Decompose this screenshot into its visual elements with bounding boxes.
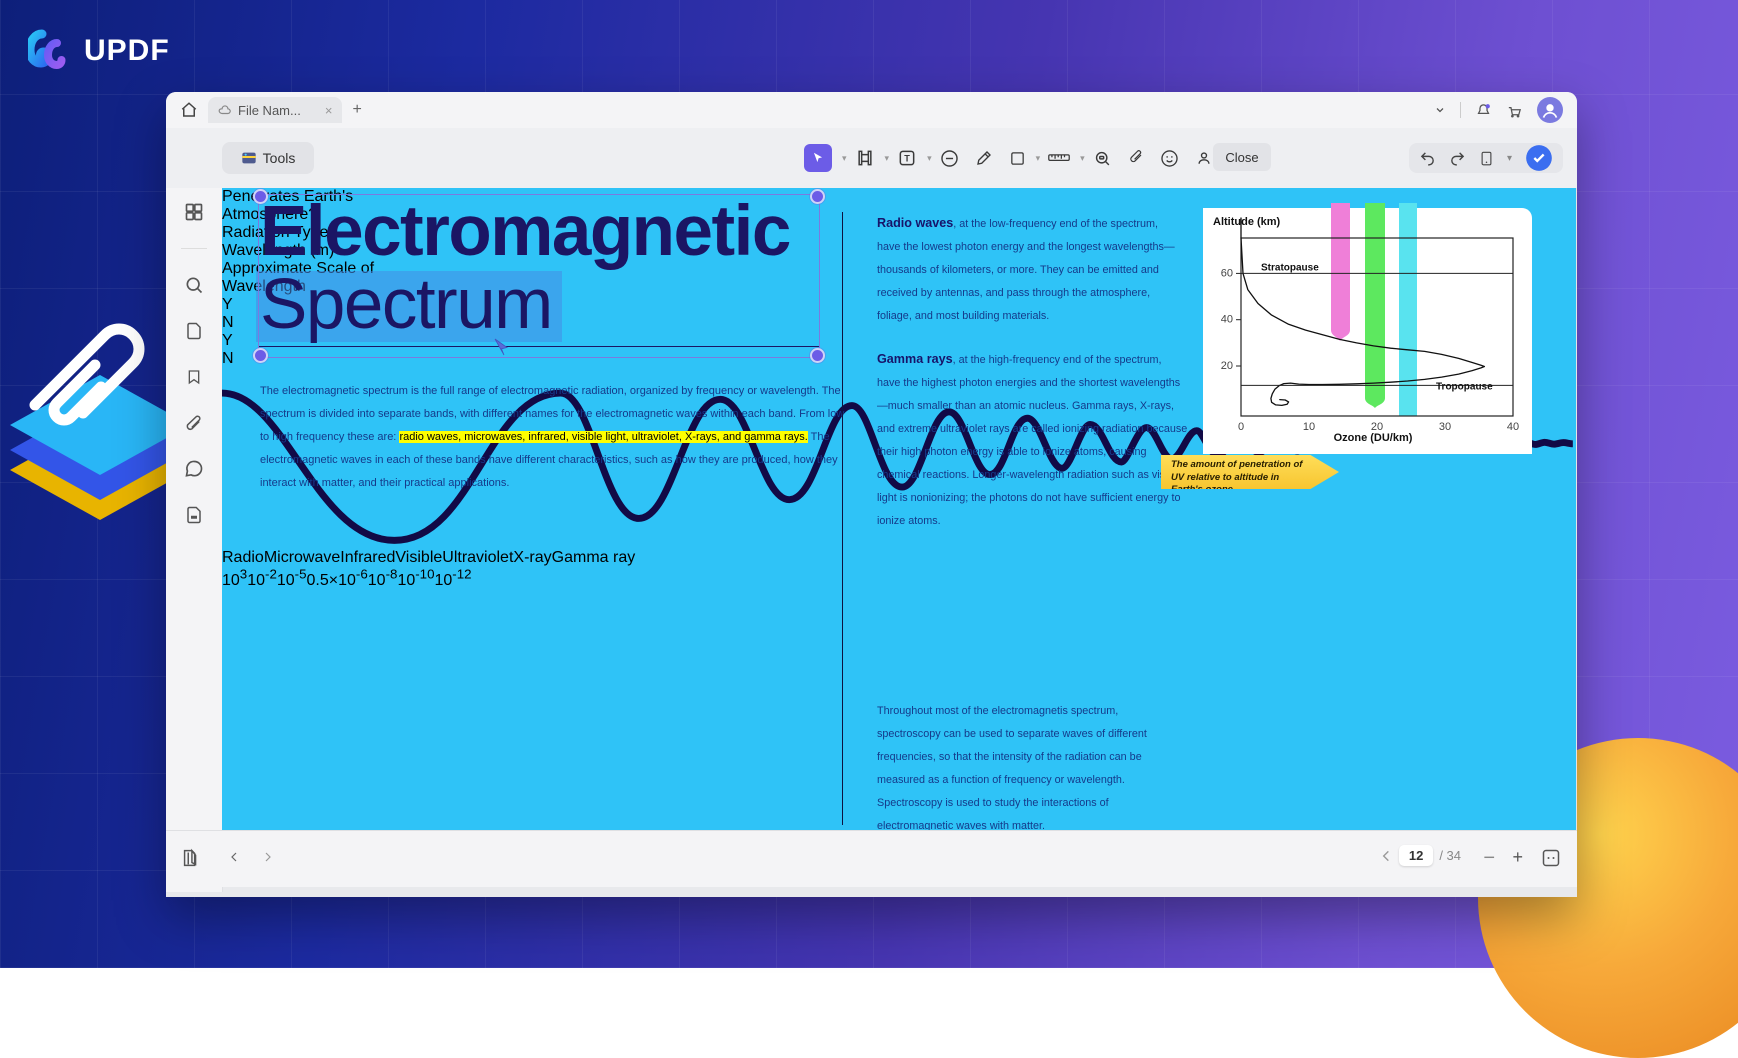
- svg-text:40: 40: [1221, 314, 1233, 326]
- svg-text:T: T: [904, 153, 910, 163]
- svg-text:20: 20: [1221, 360, 1233, 372]
- svg-text:0: 0: [1238, 421, 1244, 433]
- svg-text:60: 60: [1221, 267, 1233, 279]
- svg-text:Tropopause: Tropopause: [1436, 381, 1493, 392]
- svg-text:Stratopause: Stratopause: [1261, 262, 1319, 273]
- svg-text:40: 40: [1507, 421, 1519, 433]
